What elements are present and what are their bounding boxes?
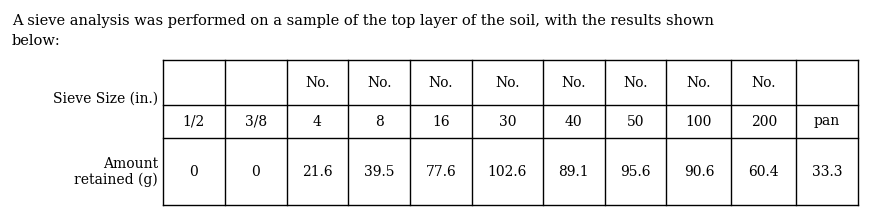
Text: 100: 100: [685, 115, 712, 129]
Text: 4: 4: [313, 115, 322, 129]
Text: 3/8: 3/8: [244, 115, 267, 129]
Text: No.: No.: [751, 75, 775, 89]
Text: 16: 16: [432, 115, 449, 129]
Text: 200: 200: [750, 115, 776, 129]
Text: 33.3: 33.3: [811, 165, 841, 178]
Text: No.: No.: [494, 75, 519, 89]
Text: below:: below:: [12, 34, 61, 48]
Text: No.: No.: [367, 75, 391, 89]
Text: 60.4: 60.4: [747, 165, 779, 178]
Text: No.: No.: [305, 75, 329, 89]
Text: A sieve analysis was performed on a sample of the top layer of the soil, with th: A sieve analysis was performed on a samp…: [12, 14, 713, 28]
Text: 50: 50: [627, 115, 644, 129]
Text: 30: 30: [498, 115, 515, 129]
Text: No.: No.: [622, 75, 647, 89]
Text: 0: 0: [251, 165, 260, 178]
Text: 90.6: 90.6: [683, 165, 713, 178]
Text: 0: 0: [189, 165, 198, 178]
Text: 8: 8: [375, 115, 383, 129]
Text: No.: No.: [686, 75, 710, 89]
Text: retained (g): retained (g): [74, 172, 158, 187]
Text: 89.1: 89.1: [558, 165, 588, 178]
Text: 1/2: 1/2: [182, 115, 205, 129]
Text: pan: pan: [813, 115, 839, 129]
Text: 39.5: 39.5: [363, 165, 394, 178]
Text: No.: No.: [561, 75, 586, 89]
Text: 21.6: 21.6: [302, 165, 332, 178]
Text: Sieve Size (in.): Sieve Size (in.): [53, 92, 158, 106]
Text: 95.6: 95.6: [620, 165, 650, 178]
Text: 40: 40: [564, 115, 582, 129]
Text: Amount: Amount: [103, 157, 158, 170]
Text: 102.6: 102.6: [488, 165, 527, 178]
Text: No.: No.: [428, 75, 453, 89]
Text: 77.6: 77.6: [425, 165, 456, 178]
